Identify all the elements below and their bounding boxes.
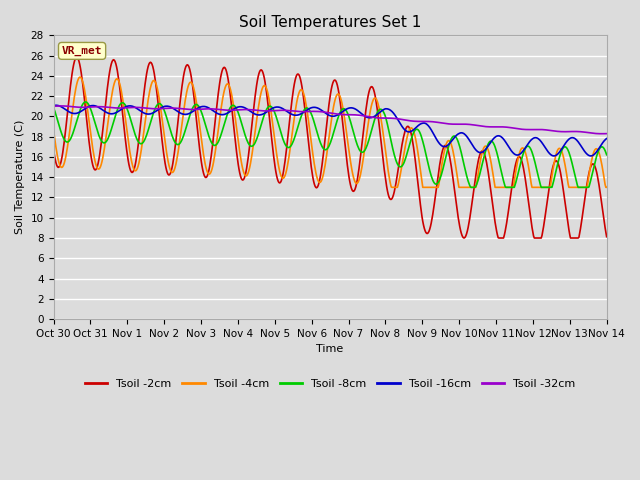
Legend: Tsoil -2cm, Tsoil -4cm, Tsoil -8cm, Tsoil -16cm, Tsoil -32cm: Tsoil -2cm, Tsoil -4cm, Tsoil -8cm, Tsoi… bbox=[81, 374, 580, 393]
Y-axis label: Soil Temperature (C): Soil Temperature (C) bbox=[15, 120, 25, 234]
Text: VR_met: VR_met bbox=[62, 46, 102, 56]
X-axis label: Time: Time bbox=[316, 344, 344, 354]
Title: Soil Temperatures Set 1: Soil Temperatures Set 1 bbox=[239, 15, 421, 30]
